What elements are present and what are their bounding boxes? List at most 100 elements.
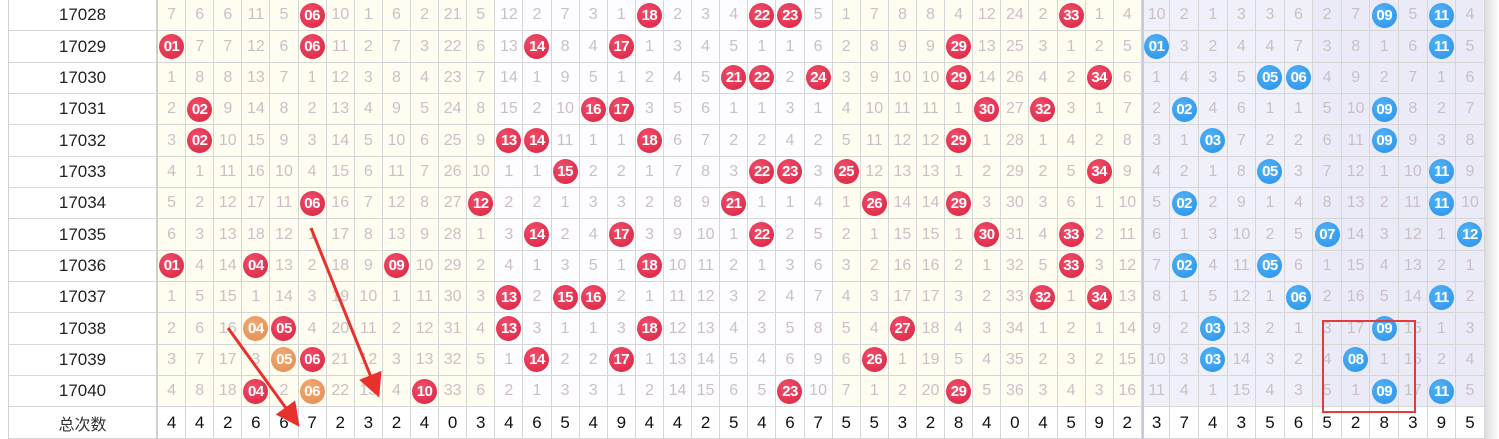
omission-cell: 20 xyxy=(916,376,946,408)
red-total: 2 xyxy=(916,407,946,439)
omission-cell: 3 xyxy=(720,282,749,314)
red-ball-cell: 14 xyxy=(523,31,552,63)
omission-cell: 8 xyxy=(354,219,383,251)
red-ball: 18 xyxy=(636,128,662,154)
red-total: 7 xyxy=(804,407,833,439)
omission-cell: 2 xyxy=(270,376,299,408)
omission-cell: 2 xyxy=(523,282,552,314)
omission-cell: 4 xyxy=(382,376,411,408)
omission-cell: 7 xyxy=(832,376,861,408)
omission-cell: 3 xyxy=(1198,219,1228,251)
blue-total: 5 xyxy=(1456,407,1485,439)
omission-cell: 2 xyxy=(382,313,411,345)
omission-cell: 13 xyxy=(242,62,271,95)
red-ball-cell: 14 xyxy=(523,219,552,251)
omission-cell: 9 xyxy=(1113,156,1142,189)
red-total: 4 xyxy=(635,407,664,439)
omission-cell: 8 xyxy=(551,31,580,63)
blue-ball-cell: 12 xyxy=(1456,219,1485,251)
omission-cell: 1 xyxy=(1198,0,1228,32)
omission-cell: 1 xyxy=(1256,188,1285,220)
omission-cell: 9 xyxy=(467,125,496,157)
omission-cell: 8 xyxy=(186,376,215,408)
omission-cell: 4 xyxy=(158,376,187,408)
omission-cell: 1 xyxy=(748,31,777,63)
red-ball-cell: 23 xyxy=(776,376,805,408)
omission-cell: 26 xyxy=(439,156,468,189)
omission-cell: 3 xyxy=(1141,125,1171,157)
omission-cell: 3 xyxy=(1284,376,1314,408)
omission-cell: 4 xyxy=(945,0,974,32)
red-ball-cell: 34 xyxy=(1085,282,1114,314)
red-ball: 34 xyxy=(1086,284,1112,310)
omission-cell: 8 xyxy=(860,31,889,63)
blue-ball: 05 xyxy=(1257,159,1283,185)
omission-cell: 3 xyxy=(1370,219,1400,251)
blue-ball: 09 xyxy=(1371,316,1397,342)
omission-cell: 2 xyxy=(720,125,749,157)
omission-cell: 2 xyxy=(635,188,664,220)
blue-total: 9 xyxy=(1427,407,1457,439)
omission-cell: 6 xyxy=(776,344,805,377)
red-ball: 16 xyxy=(580,96,606,122)
omission-cell: 7 xyxy=(410,156,440,189)
omission-cell: 25 xyxy=(439,125,468,157)
blue-ball: 03 xyxy=(1200,316,1226,342)
omission-cell: 7 xyxy=(354,188,383,220)
red-ball: 14 xyxy=(524,34,550,60)
omission-cell: 5 xyxy=(1456,31,1485,63)
omission-cell: 14 xyxy=(214,250,243,283)
omission-cell: 12 xyxy=(692,282,721,314)
blue-ball-cell: 11 xyxy=(1427,0,1457,32)
blue-ball: 02 xyxy=(1171,96,1197,122)
red-ball: 06 xyxy=(299,34,325,60)
omission-cell: 13 xyxy=(382,219,411,251)
omission-cell: 1 xyxy=(523,250,552,283)
issue-number: 17034 xyxy=(9,188,158,220)
omission-cell: 1 xyxy=(382,282,411,314)
omission-cell: 14 xyxy=(1341,219,1371,251)
blue-ball: 05 xyxy=(1257,253,1283,279)
omission-cell: 8 xyxy=(663,188,693,220)
red-total: 5 xyxy=(832,407,861,439)
marker-ball-cell: 06 xyxy=(298,376,327,408)
omission-cell: 26 xyxy=(1001,62,1030,95)
omission-cell: 2 xyxy=(1198,188,1228,220)
blue-ball-cell: 02 xyxy=(1170,250,1199,283)
blue-ball-cell: 11 xyxy=(1427,31,1457,63)
omission-cell: 20 xyxy=(326,313,355,345)
red-ball: 05 xyxy=(271,316,297,342)
omission-cell: 13 xyxy=(663,344,693,377)
blue-ball: 06 xyxy=(1286,284,1311,310)
omission-cell: 11 xyxy=(410,282,440,314)
omission-cell: 5 xyxy=(663,94,693,126)
red-ball: 30 xyxy=(974,222,1000,248)
omission-cell: 10 xyxy=(270,156,299,189)
omission-cell: 14 xyxy=(326,125,355,157)
red-total: 4 xyxy=(663,407,693,439)
omission-cell: 4 xyxy=(832,282,861,314)
omission-cell: 1 xyxy=(1370,344,1400,377)
omission-cell: 2 xyxy=(467,250,496,283)
issue-number: 17032 xyxy=(9,125,158,157)
red-ball-cell: 17 xyxy=(607,94,636,126)
red-ball-cell: 22 xyxy=(748,156,777,189)
omission-cell: 17 xyxy=(888,282,917,314)
marker-ball: 06 xyxy=(299,378,325,404)
omission-cell: 7 xyxy=(551,0,580,32)
red-total: 4 xyxy=(973,407,1002,439)
omission-cell: 3 xyxy=(551,250,580,283)
red-ball: 17 xyxy=(608,222,634,248)
red-ball: 32 xyxy=(1030,284,1056,310)
omission-cell: 1 xyxy=(298,219,327,251)
issue-number: 17031 xyxy=(9,94,158,126)
omission-cell: 9 xyxy=(354,250,383,283)
omission-cell: 8 xyxy=(186,62,215,95)
blue-ball: 11 xyxy=(1428,159,1454,185)
red-total: 6 xyxy=(776,407,805,439)
omission-cell: 22 xyxy=(439,31,468,63)
red-ball: 29 xyxy=(946,378,972,404)
omission-cell: 6 xyxy=(1141,219,1171,251)
red-ball: 22 xyxy=(749,65,775,91)
red-total: 9 xyxy=(1085,407,1114,439)
